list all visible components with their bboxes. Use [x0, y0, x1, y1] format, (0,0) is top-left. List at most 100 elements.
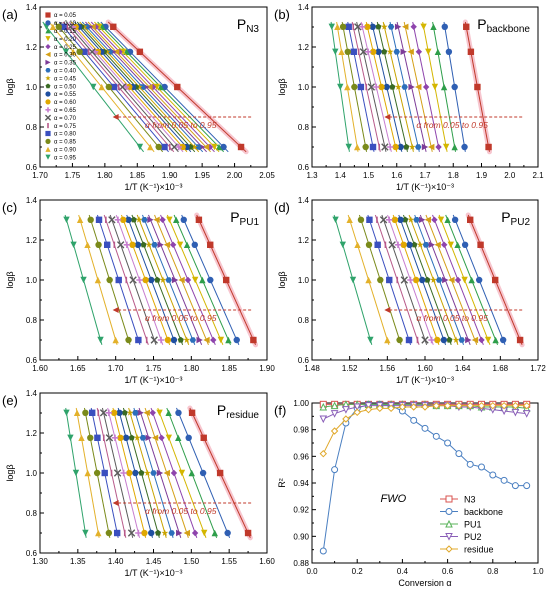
data-point	[447, 241, 455, 248]
data-point	[421, 336, 429, 344]
data-point	[66, 23, 75, 31]
x-tick-label: 1.45	[146, 557, 162, 566]
data-point	[133, 434, 141, 441]
series-point-residue	[489, 401, 497, 410]
x-axis-label: 1/T (K⁻¹)×10⁻³	[124, 568, 182, 578]
panel-title-main: P	[477, 16, 486, 32]
series-point-PU2	[319, 415, 328, 424]
data-point	[351, 83, 358, 91]
data-point	[349, 276, 357, 284]
legend-label: α = 0.75	[54, 124, 77, 130]
data-point	[156, 469, 164, 477]
x-tick-label: 1.60	[417, 364, 433, 373]
legend-label: backbone	[464, 507, 503, 517]
data-point	[106, 276, 113, 284]
data-point	[199, 469, 207, 477]
data-point	[156, 409, 163, 416]
data-point	[499, 336, 507, 344]
y-tick-label: 0.8	[26, 509, 38, 518]
y-tick-label: 0.8	[26, 316, 38, 325]
data-point	[397, 216, 404, 223]
data-point	[146, 83, 153, 91]
data-point	[185, 434, 192, 441]
x-tick-label: 1.50	[184, 557, 200, 566]
x-tick-label: 1.85	[129, 171, 145, 180]
data-point	[128, 434, 135, 441]
data-point	[352, 23, 355, 30]
data-point	[328, 23, 335, 30]
legend-marker	[47, 123, 49, 129]
data-point	[428, 336, 435, 344]
y-tick-label: 0.6	[26, 549, 38, 558]
x-tick-label: 1.80	[97, 171, 113, 180]
data-point	[105, 434, 114, 442]
data-point	[171, 276, 179, 284]
series-point-backbone	[444, 439, 452, 447]
x-tick-label: 2.1	[532, 171, 544, 180]
series-point-backbone	[319, 547, 327, 555]
y-tick-label: 1.2	[26, 236, 38, 245]
y-tick-label: 1.00	[293, 399, 309, 408]
series-point-residue	[443, 401, 452, 410]
data-point	[176, 529, 183, 537]
alpha-annotation: α from 0.05 to 0.95	[416, 120, 488, 130]
data-point	[406, 241, 413, 248]
data-point	[103, 48, 111, 55]
data-point	[145, 241, 153, 248]
x-tick-label: 1.68	[493, 364, 509, 373]
data-point	[97, 409, 100, 416]
data-point	[141, 217, 148, 223]
data-point	[354, 241, 361, 248]
data-point	[400, 276, 409, 284]
data-point	[405, 336, 413, 344]
data-point	[237, 143, 245, 151]
legend-marker	[45, 44, 51, 50]
data-point	[454, 276, 462, 284]
data-point	[84, 469, 91, 477]
data-point	[157, 83, 164, 91]
data-point	[383, 83, 390, 91]
data-point	[113, 469, 122, 477]
series-point-residue	[342, 415, 350, 423]
data-point	[93, 469, 101, 477]
data-point	[169, 241, 177, 248]
data-point	[165, 277, 172, 283]
legend-label: α = 0.60	[54, 100, 77, 106]
x-tick-label: 2.00	[227, 171, 243, 180]
y-tick-label: 0.8	[298, 123, 310, 132]
data-point	[471, 336, 479, 344]
data-point	[102, 434, 105, 441]
data-point	[220, 143, 227, 151]
series-point-backbone	[410, 416, 418, 424]
y-tick-label: 1.4	[26, 196, 38, 205]
data-point	[386, 48, 394, 55]
series-point-PU2	[522, 410, 531, 418]
x-tick-label: 1.40	[108, 557, 124, 566]
y-axis-label: logβ	[5, 271, 15, 288]
data-point	[70, 241, 77, 248]
data-point	[191, 143, 198, 150]
series-point-PU2	[364, 402, 373, 410]
data-point	[217, 336, 225, 344]
legend-marker	[45, 12, 51, 18]
legend-label: α = 0.80	[54, 132, 77, 138]
panel-title-main: P	[230, 209, 239, 225]
data-point	[142, 276, 149, 284]
data-point	[367, 83, 376, 91]
legend-marker	[45, 99, 51, 105]
series-point-PU2	[353, 403, 362, 412]
data-point	[416, 241, 424, 248]
series-point-residue	[364, 405, 373, 414]
data-point	[420, 23, 427, 30]
data-point	[149, 409, 156, 416]
data-point	[150, 336, 158, 344]
data-point	[63, 216, 70, 223]
x-tick-label: 1.5	[363, 171, 375, 180]
data-point	[415, 83, 422, 91]
data-point	[99, 409, 108, 417]
data-point	[365, 83, 368, 91]
data-point	[123, 241, 131, 248]
data-point	[125, 276, 128, 284]
data-point	[386, 276, 393, 284]
data-point	[357, 48, 360, 55]
